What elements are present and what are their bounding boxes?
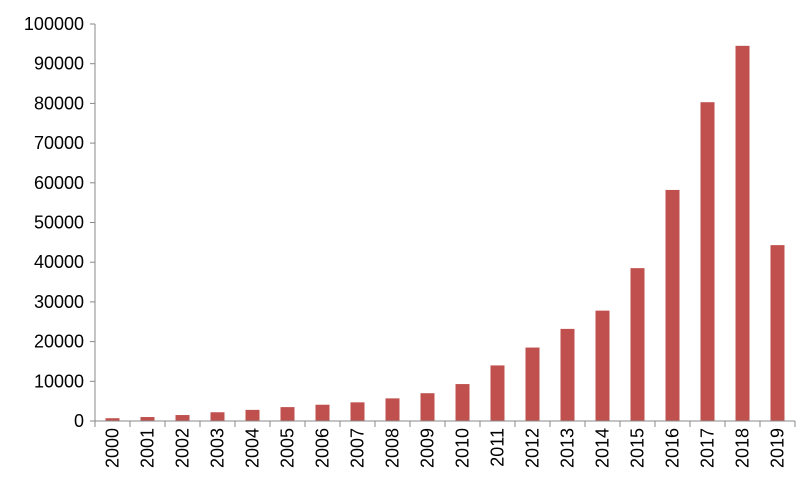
bar-2017 [700, 102, 715, 422]
bar-2006 [315, 404, 330, 421]
y-tick-label: 0 [74, 411, 84, 431]
bar-2005 [280, 407, 295, 421]
bar-2007 [350, 402, 365, 421]
x-tick-label: 2018 [733, 428, 753, 468]
x-tick-label: 2001 [138, 428, 158, 468]
y-tick-label: 30000 [34, 292, 84, 312]
bar-2015 [630, 268, 645, 421]
x-tick-label: 2012 [523, 428, 543, 468]
x-tick-label: 2017 [698, 428, 718, 468]
y-tick-label: 100000 [24, 14, 84, 34]
bar-2010 [455, 384, 470, 421]
x-tick-label: 2013 [558, 428, 578, 468]
bar-series [105, 45, 785, 422]
y-tick-label: 80000 [34, 93, 84, 113]
bar-2014 [595, 310, 610, 421]
x-tick-label: 2010 [453, 428, 473, 468]
y-tick-label: 10000 [34, 371, 84, 391]
bar-2011 [490, 365, 505, 421]
x-tick-label: 2014 [593, 428, 613, 468]
x-tick-label: 2002 [173, 428, 193, 468]
x-tick-label: 2011 [488, 428, 508, 467]
x-tick-label: 2000 [103, 428, 123, 468]
x-tick-label: 2016 [663, 428, 683, 468]
bar-2012 [525, 347, 540, 421]
x-tick-label: 2004 [243, 428, 263, 468]
bar-2001 [140, 417, 155, 421]
bar-2008 [385, 398, 400, 421]
y-tick-label: 20000 [34, 332, 84, 352]
x-tick-label: 2009 [418, 428, 438, 468]
bar-2000 [105, 418, 120, 421]
x-tick-label: 2008 [383, 428, 403, 468]
bar-2002 [175, 415, 190, 421]
y-tick-label: 60000 [34, 173, 84, 193]
y-axis: 0 10000 20000 30000 40000 50000 60000 70000 8000… [24, 14, 96, 431]
y-tick-label: 90000 [34, 54, 84, 74]
x-tick-label: 2019 [768, 428, 788, 468]
x-axis: 2000 2001 2002 2003 2004 2005 2006 2007 2008 2009… [94, 420, 796, 468]
bar-2003 [210, 412, 225, 421]
bar-2009 [420, 393, 435, 421]
bar-2016 [665, 189, 680, 421]
x-tick-label: 2005 [278, 428, 298, 468]
x-tick-label: 2003 [208, 428, 228, 468]
y-tick-label: 50000 [34, 213, 84, 233]
x-tick-label: 2015 [628, 428, 648, 468]
bar-2013 [560, 328, 575, 421]
bar-2019 [770, 245, 785, 421]
x-tick-label: 2007 [348, 428, 368, 468]
x-tick-label: 2006 [313, 428, 333, 468]
y-tick-label: 40000 [34, 252, 84, 272]
bar-2018 [735, 45, 750, 422]
y-tick-label: 70000 [34, 133, 84, 153]
bar-2004 [245, 409, 260, 421]
